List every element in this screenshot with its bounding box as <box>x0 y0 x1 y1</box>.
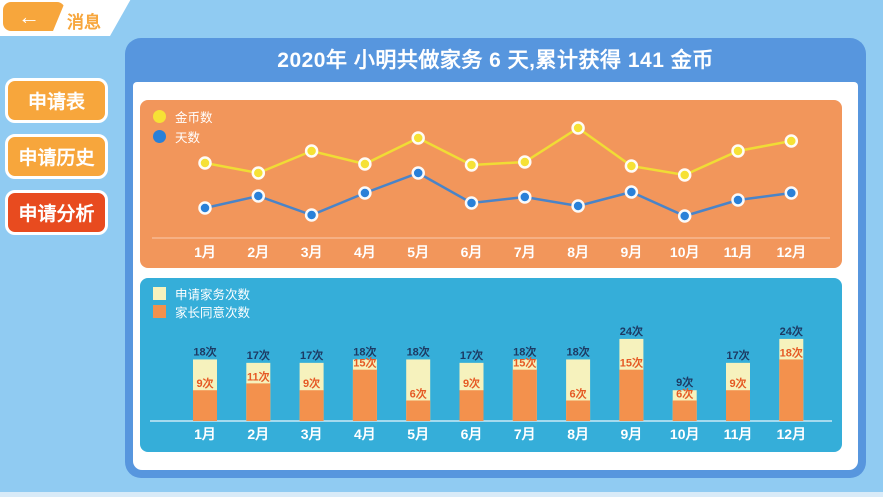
legend-label: 天数 <box>175 130 201 145</box>
svg-text:15次: 15次 <box>353 356 376 370</box>
svg-text:17次: 17次 <box>460 348 483 362</box>
svg-text:12月: 12月 <box>777 244 807 260</box>
svg-text:18次: 18次 <box>513 344 536 358</box>
svg-text:18次: 18次 <box>407 344 430 358</box>
svg-text:24次: 24次 <box>620 324 643 338</box>
svg-text:3月: 3月 <box>301 244 323 260</box>
svg-text:15次: 15次 <box>513 356 536 370</box>
svg-text:8月: 8月 <box>567 426 589 442</box>
bar-chart-legend: 申请家务次数 家长同意次数 <box>153 284 250 320</box>
svg-text:2月: 2月 <box>247 426 269 442</box>
svg-text:9次: 9次 <box>463 376 480 390</box>
bar-chart-panel: 申请家务次数 家长同意次数 18次 9次 1月 17次 11次 2月 17次 9次 3月 18次 1… <box>140 278 842 452</box>
approvals-square-icon <box>153 304 166 318</box>
svg-text:17次: 17次 <box>300 348 323 362</box>
svg-text:7月: 7月 <box>514 426 536 442</box>
svg-text:6次: 6次 <box>676 386 693 400</box>
svg-text:6月: 6月 <box>461 244 483 260</box>
svg-text:18次: 18次 <box>353 344 376 358</box>
main-card: 2020年 小明共做家务 6 天,累计获得 141 金币 金币数 天数 1月 2月… <box>125 38 866 478</box>
sidebar-item-application-analysis[interactable]: 申请分析 <box>5 190 108 235</box>
svg-text:15次: 15次 <box>620 356 643 370</box>
svg-text:17次: 17次 <box>726 348 749 362</box>
svg-text:6月: 6月 <box>461 426 483 442</box>
card-body: 金币数 天数 1月 2月 3月 4月 5月 6月 7月 8月 9月 10月 11月 12月 申请家务次… <box>133 82 858 470</box>
svg-text:10月: 10月 <box>670 244 700 260</box>
svg-text:5月: 5月 <box>407 426 429 442</box>
back-button[interactable]: ← <box>3 2 65 31</box>
svg-text:9次: 9次 <box>303 376 320 390</box>
line-chart: 1月 2月 3月 4月 5月 6月 7月 8月 9月 10月 11月 12月 <box>152 121 830 260</box>
svg-text:12月: 12月 <box>777 426 807 442</box>
legend-label: 申请家务次数 <box>175 287 251 302</box>
line-chart-panel: 金币数 天数 1月 2月 3月 4月 5月 6月 7月 8月 9月 10月 11月 12月 <box>140 100 842 268</box>
svg-text:11次: 11次 <box>247 369 270 383</box>
applications-square-icon <box>153 286 166 300</box>
messages-tab-label: 消息 <box>67 13 101 32</box>
line-chart-legend: 金币数 天数 <box>153 106 213 146</box>
back-arrow-icon: ← <box>18 3 40 29</box>
svg-text:18次: 18次 <box>566 344 589 358</box>
svg-text:7月: 7月 <box>514 244 536 260</box>
svg-text:9月: 9月 <box>621 244 643 260</box>
svg-text:18次: 18次 <box>780 345 803 359</box>
svg-text:17次: 17次 <box>247 348 270 362</box>
svg-text:1月: 1月 <box>194 426 216 442</box>
days-dot-icon <box>153 129 166 143</box>
svg-text:10月: 10月 <box>670 426 700 442</box>
page-title: 2020年 小明共做家务 6 天,累计获得 141 金币 <box>277 49 714 72</box>
svg-text:9月: 9月 <box>621 426 643 442</box>
svg-text:9次: 9次 <box>729 376 746 390</box>
svg-text:9次: 9次 <box>196 376 213 390</box>
svg-text:9次: 9次 <box>676 375 693 389</box>
svg-text:6次: 6次 <box>410 386 427 400</box>
svg-text:24次: 24次 <box>780 324 803 338</box>
svg-text:11月: 11月 <box>724 244 753 260</box>
sidebar-item-application-history[interactable]: 申请历史 <box>5 134 108 179</box>
svg-text:4月: 4月 <box>354 244 376 260</box>
legend-label: 家长同意次数 <box>175 305 251 320</box>
svg-text:18次: 18次 <box>193 344 216 358</box>
svg-text:11月: 11月 <box>724 426 753 442</box>
sidebar-item-application-form[interactable]: 申请表 <box>5 78 108 123</box>
svg-text:1月: 1月 <box>194 244 216 260</box>
svg-text:6次: 6次 <box>570 386 587 400</box>
svg-text:3月: 3月 <box>301 426 323 442</box>
legend-item-coins: 金币数 <box>153 106 213 126</box>
legend-item-days: 天数 <box>153 126 213 146</box>
bar-chart: 18次9次1月17次11次2月17次9次3月18次15次4月18次6次5月17次… <box>150 324 832 442</box>
bottom-strip <box>0 492 883 497</box>
svg-text:4月: 4月 <box>354 426 376 442</box>
svg-text:8月: 8月 <box>567 244 589 260</box>
legend-label: 金币数 <box>175 110 213 125</box>
svg-text:2月: 2月 <box>247 244 269 260</box>
legend-item-applications: 申请家务次数 <box>153 284 250 302</box>
svg-text:5月: 5月 <box>407 244 429 260</box>
legend-item-approvals: 家长同意次数 <box>153 302 250 320</box>
coins-dot-icon <box>153 109 166 123</box>
